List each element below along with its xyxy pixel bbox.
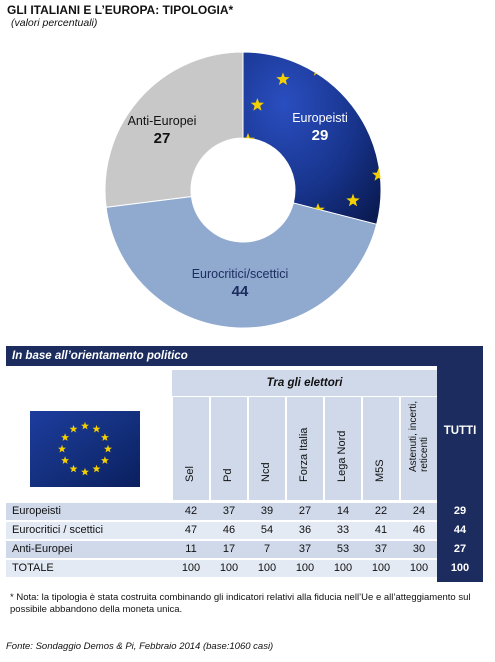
donut-slice-europeisti bbox=[242, 51, 382, 225]
column-header-label: Ncd bbox=[260, 462, 272, 482]
table-cell: 47 bbox=[184, 524, 198, 536]
table-row bbox=[6, 522, 437, 539]
group-header: Tra gli elettori bbox=[172, 370, 437, 396]
table-cell: 37 bbox=[374, 543, 388, 555]
table-cell: 30 bbox=[412, 543, 426, 555]
row-divider bbox=[6, 559, 437, 560]
row-label: Eurocritici / scettici bbox=[12, 524, 104, 536]
star-icon bbox=[69, 424, 78, 433]
column-header: M5S bbox=[363, 397, 399, 500]
source-note: Fonte: Sondaggio Demos & Pi, Febbraio 20… bbox=[6, 641, 274, 652]
table-row bbox=[6, 503, 437, 520]
star-icon bbox=[104, 444, 112, 453]
table-cell: 53 bbox=[336, 543, 350, 555]
table-row bbox=[6, 541, 437, 558]
page-title: GLI ITALIANI E L’EUROPA: TIPOLOGIA* bbox=[7, 3, 234, 17]
column-header-label: Lega Nord bbox=[336, 430, 348, 482]
star-icon bbox=[100, 433, 109, 441]
total-cell: 29 bbox=[453, 505, 467, 517]
table-cell: 100 bbox=[371, 562, 391, 574]
column-header: Forza Italia bbox=[287, 397, 323, 500]
column-header: Ncd bbox=[249, 397, 285, 500]
eu-flag-icon bbox=[30, 411, 140, 487]
star-icon bbox=[372, 168, 381, 181]
table-cell: 27 bbox=[298, 505, 312, 517]
table-cell: 100 bbox=[295, 562, 315, 574]
table-cell: 33 bbox=[336, 524, 350, 536]
table-cell: 46 bbox=[412, 524, 426, 536]
star-icon bbox=[250, 98, 264, 111]
table-cell: 14 bbox=[336, 505, 350, 517]
star-icon bbox=[92, 424, 101, 433]
donut-slice-anti-europei bbox=[104, 51, 244, 208]
table-cell: 100 bbox=[333, 562, 353, 574]
table-cell: 17 bbox=[222, 543, 236, 555]
row-label: Anti-Europei bbox=[12, 543, 73, 555]
table-cell: 7 bbox=[263, 543, 271, 555]
table-cell: 42 bbox=[184, 505, 198, 517]
table-cell: 36 bbox=[298, 524, 312, 536]
column-header-label: Sel bbox=[184, 466, 196, 482]
star-icon bbox=[61, 456, 70, 464]
star-icon bbox=[250, 168, 264, 181]
row-divider bbox=[6, 540, 437, 541]
column-header: Pd bbox=[211, 397, 247, 500]
star-icon bbox=[61, 433, 70, 441]
star-icon bbox=[381, 133, 394, 146]
table-cell: 39 bbox=[260, 505, 274, 517]
column-header: Astenuti, incerti, reticenti bbox=[401, 397, 437, 500]
donut-chart: Europeisti 29 Eurocritici/scettici 44 Anti-E… bbox=[104, 51, 394, 329]
star-icon bbox=[372, 98, 381, 111]
table-cell: 37 bbox=[298, 543, 312, 555]
star-icon bbox=[346, 193, 360, 207]
star-icon bbox=[276, 193, 290, 207]
total-cell: 44 bbox=[453, 524, 467, 536]
star-icon bbox=[92, 464, 101, 473]
table-cell: 11 bbox=[185, 543, 197, 555]
table-cell: 100 bbox=[257, 562, 277, 574]
star-icon bbox=[81, 421, 89, 430]
star-icon bbox=[69, 464, 78, 473]
table-cell: 100 bbox=[219, 562, 239, 574]
row-label: Europeisti bbox=[12, 505, 61, 517]
star-icon bbox=[81, 467, 89, 476]
star-icon bbox=[58, 444, 66, 453]
row-divider bbox=[6, 578, 437, 579]
total-column bbox=[437, 366, 483, 582]
star-icon bbox=[346, 72, 360, 85]
column-header-label: Astenuti, incerti, reticenti bbox=[408, 400, 430, 472]
column-header-label: Forza Italia bbox=[298, 427, 310, 482]
column-header-label: Pd bbox=[222, 468, 234, 482]
total-header: TUTTI bbox=[443, 425, 477, 437]
table-row bbox=[6, 560, 437, 577]
row-divider bbox=[6, 521, 437, 522]
slice-value: 27 bbox=[154, 130, 171, 147]
page-subtitle: (valori percentuali) bbox=[11, 17, 98, 29]
footnote: * Nota: la tipologia è stata costruita c… bbox=[10, 592, 471, 615]
table-cell: 100 bbox=[181, 562, 201, 574]
table-cell: 37 bbox=[222, 505, 236, 517]
column-header: Lega Nord bbox=[325, 397, 361, 500]
star-icon bbox=[276, 72, 290, 85]
star-icon bbox=[100, 456, 109, 464]
total-cell: 100 bbox=[450, 562, 470, 574]
slice-value: 44 bbox=[232, 283, 249, 300]
table-cell: 54 bbox=[260, 524, 274, 536]
table-cell: 46 bbox=[222, 524, 236, 536]
column-header-label: M5S bbox=[374, 459, 386, 482]
row-label: TOTALE bbox=[12, 562, 54, 574]
table-cell: 24 bbox=[412, 505, 426, 517]
column-header: Sel bbox=[173, 397, 209, 500]
donut-slice-eurocritici-scettici bbox=[105, 195, 378, 329]
table-cell: 22 bbox=[374, 505, 388, 517]
slice-label: Anti-Europei bbox=[128, 114, 197, 128]
total-cell: 27 bbox=[453, 543, 467, 555]
table-cell: 100 bbox=[409, 562, 429, 574]
slice-value: 29 bbox=[312, 127, 329, 144]
slice-label: Eurocritici/scettici bbox=[192, 267, 289, 281]
slice-label: Europeisti bbox=[292, 111, 348, 125]
table-section-title: In base all’orientamento politico bbox=[6, 346, 483, 366]
table-cell: 41 bbox=[374, 524, 388, 536]
